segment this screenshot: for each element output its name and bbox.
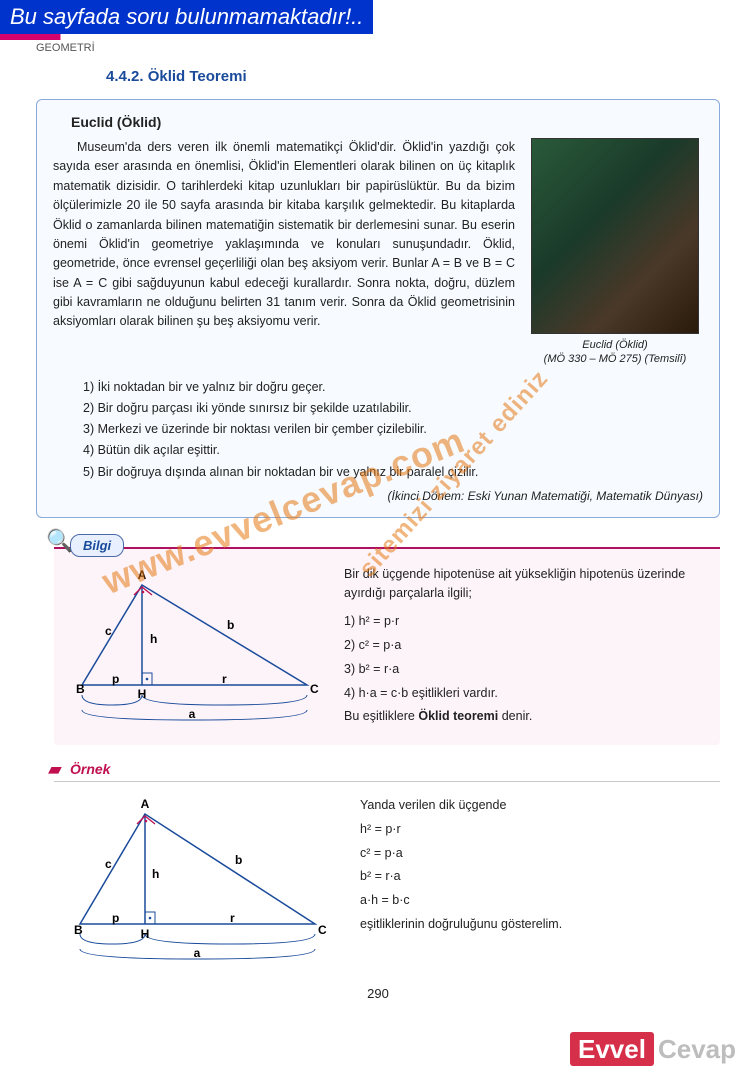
bilgi-tab: Bilgi [70, 534, 124, 557]
svg-text:c: c [105, 857, 112, 871]
svg-text:h: h [150, 632, 157, 646]
euclid-portrait-col: Euclid (Öklid) (MÖ 330 – MÖ 275) (Temsil… [527, 138, 703, 367]
axiom-3: 3) Merkezi ve üzerinde bir noktası veril… [83, 419, 703, 440]
bilgi-text: Bir dik üçgende hipotenüse ait yüksekliğ… [344, 565, 702, 729]
subject-label: GEOMETRİ [36, 42, 756, 54]
section-title: 4.4.2. Öklid Teoremi [106, 68, 756, 85]
euclid-box: Euclid (Öklid) Museum'da ders veren ilk … [36, 99, 720, 518]
svg-text:H: H [141, 927, 150, 941]
svg-text:H: H [138, 687, 147, 701]
ornek-divider [54, 781, 720, 782]
svg-text:p: p [112, 911, 119, 925]
bilgi-box: A B C H c b h p r a Bir dik üçgende hipo… [54, 549, 720, 745]
top-accent [0, 34, 756, 40]
svg-text:a: a [194, 946, 201, 960]
svg-text:C: C [318, 923, 327, 937]
ornek-header: ▰ Örnek [70, 761, 756, 777]
book-icon: ▰ [48, 759, 62, 780]
svg-text:C: C [310, 682, 319, 696]
svg-text:h: h [152, 867, 159, 881]
svg-text:A: A [141, 797, 150, 811]
svg-text:b: b [227, 618, 234, 632]
axiom-4: 4) Bütün dik açılar eşittir. [83, 440, 703, 461]
svg-text:a: a [189, 707, 196, 721]
ornek-triangle-diagram: A B C H c b h p r a [70, 794, 330, 964]
ornek-text: Yanda verilen dik üçgende h² = p·r c² = … [360, 794, 720, 937]
top-banner: Bu sayfada soru bulunmamaktadır!.. [0, 0, 373, 34]
axiom-5: 5) Bir doğruya dışında alınan bir noktad… [83, 462, 703, 483]
ornek-tab: Örnek [70, 761, 110, 777]
axiom-list: 1) İki noktadan bir ve yalnız bir doğru … [83, 377, 703, 483]
axiom-2: 2) Bir doğru parçası iki yönde sınırsız … [83, 398, 703, 419]
bilgi-header: 🔍 Bilgi [70, 534, 756, 557]
bilgi-triangle-diagram: A B C H c b h p r a [72, 565, 322, 725]
euclid-body-text: Museum'da ders veren ilk önemli matemati… [53, 138, 515, 367]
euclid-portrait [531, 138, 699, 334]
svg-text:A: A [138, 568, 147, 582]
svg-text:c: c [105, 624, 112, 638]
ornek-box: A B C H c b h p r a Yanda verilen dik üç… [70, 794, 720, 964]
svg-text:p: p [112, 672, 119, 686]
axiom-1: 1) İki noktadan bir ve yalnız bir doğru … [83, 377, 703, 398]
svg-text:r: r [230, 911, 235, 925]
svg-text:B: B [74, 923, 83, 937]
euclid-caption: Euclid (Öklid) (MÖ 330 – MÖ 275) (Temsil… [527, 338, 703, 367]
svg-text:b: b [235, 853, 242, 867]
footer-logo: EvvelCevap [570, 1034, 736, 1065]
euclid-source: (İkinci Dönem: Eski Yunan Matematiği, Ma… [53, 489, 703, 503]
page-number: 290 [0, 986, 756, 1001]
svg-text:B: B [76, 682, 85, 696]
svg-text:r: r [222, 672, 227, 686]
euclid-title: Euclid (Öklid) [71, 114, 703, 130]
